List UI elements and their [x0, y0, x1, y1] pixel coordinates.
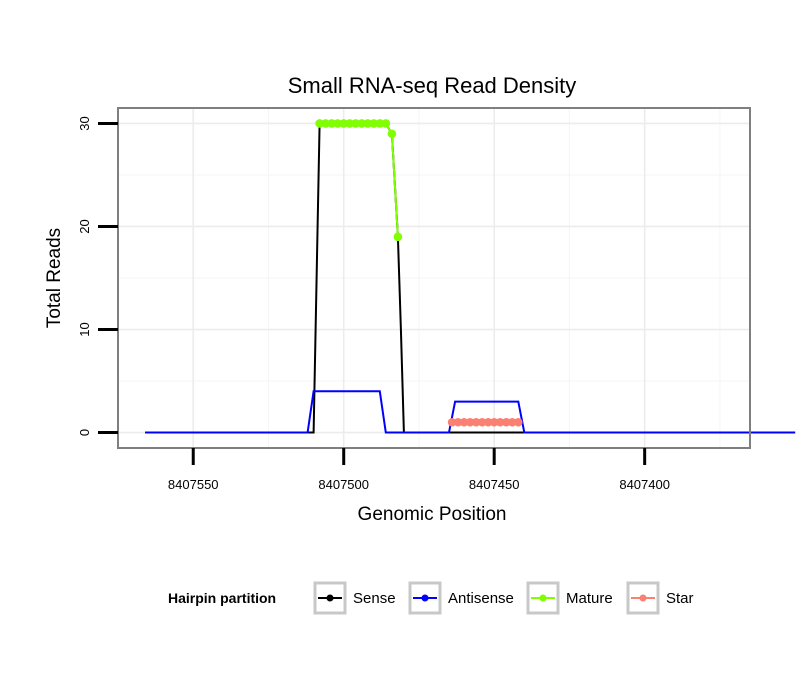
legend: Hairpin partition Sense Antisense Mature Sta… [168, 581, 694, 615]
x-tick-label: 8407450 [469, 477, 520, 492]
plot-border [117, 107, 751, 449]
legend-key-point [539, 594, 547, 602]
legend-item-star: Star [626, 581, 694, 615]
data-point-star [465, 417, 475, 427]
series-layer [145, 119, 796, 434]
data-point-star [483, 417, 493, 427]
data-point-star [459, 417, 469, 427]
data-point-mature [375, 119, 385, 128]
chart-title: Small RNA-seq Read Density [288, 73, 577, 98]
y-tick-label: 10 [77, 322, 92, 336]
data-point-mature [339, 119, 349, 128]
data-point-star [495, 417, 505, 427]
data-point-star [447, 417, 457, 427]
legend-key-point [326, 594, 334, 602]
legend-key-point [639, 594, 647, 602]
data-point-star [477, 417, 487, 427]
x-tick-label: 8407400 [619, 477, 670, 492]
data-point-mature [393, 232, 403, 242]
data-point-star [501, 417, 511, 427]
data-point-mature [327, 119, 336, 128]
series-star [447, 417, 523, 427]
y-tick-label: 20 [77, 219, 92, 233]
data-point-mature [357, 119, 367, 128]
legend-title: Hairpin partition [168, 590, 276, 606]
data-point-star [513, 417, 523, 427]
data-point-mature [363, 119, 373, 128]
data-point-mature [345, 119, 355, 128]
legend-label: Antisense [448, 590, 514, 607]
legend-item-sense: Sense [313, 581, 396, 615]
axes: 8407550 8407500 8407450 8407400 0 10 20 30 [77, 116, 670, 492]
legend-label: Sense [353, 590, 396, 607]
data-point-mature [351, 119, 361, 128]
data-point-star [471, 417, 481, 427]
grid-lines [118, 108, 750, 448]
series-mature [315, 119, 403, 242]
y-tick-label: 30 [77, 116, 92, 130]
y-tick-label: 0 [77, 429, 92, 436]
legend-key-point [421, 594, 429, 602]
series-antisense [145, 390, 796, 434]
data-point-star [507, 417, 517, 427]
legend-item-antisense: Antisense [408, 581, 514, 615]
x-axis-title: Genomic Position [358, 504, 507, 525]
x-tick-label: 8407550 [168, 477, 219, 492]
legend-label: Mature [566, 590, 613, 607]
legend-item-mature: Mature [526, 581, 613, 615]
x-tick-label: 8407500 [318, 477, 369, 492]
data-point-mature [333, 119, 342, 128]
data-point-star [489, 417, 499, 427]
data-point-mature [321, 119, 330, 128]
data-point-mature [387, 129, 397, 139]
series-line-antisense [145, 390, 796, 434]
data-point-mature [381, 119, 391, 128]
legend-label: Star [666, 590, 694, 607]
data-point-star [453, 417, 463, 427]
y-axis-title: Total Reads [44, 228, 65, 328]
data-point-mature [315, 119, 324, 128]
data-point-mature [369, 119, 379, 128]
